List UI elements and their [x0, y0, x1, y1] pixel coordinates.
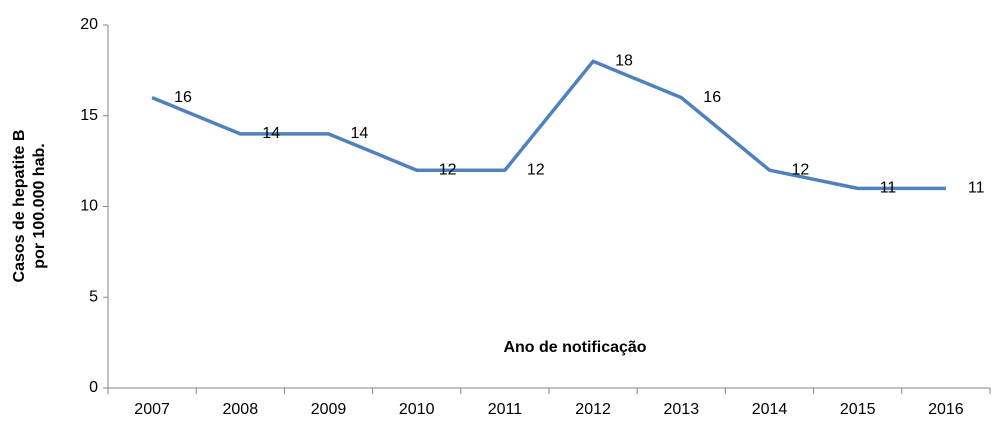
- x-axis-label: Ano de notificação: [503, 339, 646, 356]
- data-label: 16: [703, 89, 721, 106]
- x-tick-label: 2011: [488, 401, 523, 418]
- x-tick-label: 2007: [134, 401, 170, 418]
- x-tick-label: 2013: [664, 401, 700, 418]
- x-tick-label: 2015: [840, 401, 876, 418]
- data-label: 16: [174, 89, 192, 106]
- x-tick-label: 2016: [928, 401, 964, 418]
- x-tick-label: 2010: [399, 401, 435, 418]
- line: [151, 59, 946, 191]
- x-tick-label: 2014: [752, 401, 788, 418]
- y-tick-label: 15: [80, 107, 98, 124]
- y-tick-label: 10: [80, 198, 98, 215]
- data-label: 11: [880, 180, 897, 197]
- x-tick-label: 2009: [311, 401, 347, 418]
- data-label: 14: [351, 125, 369, 142]
- y-tick-label: 20: [80, 16, 98, 33]
- x-tick-label: 2012: [575, 401, 611, 418]
- data-label: 12: [439, 161, 457, 178]
- x-tick-label: 2008: [223, 401, 259, 418]
- y-axis-label-line: por 100.000 hab.: [31, 143, 48, 268]
- y-axis-label: Casos de hepatite B por 100.000 hab.: [11, 130, 48, 283]
- data-label: 11: [968, 180, 985, 197]
- y-axis-label-line: Casos de hepatite B: [11, 130, 28, 283]
- data-label: 14: [262, 125, 280, 142]
- y-tick-label: 0: [89, 379, 98, 396]
- data-label: 12: [792, 161, 810, 178]
- y-tick-label: 5: [89, 288, 98, 305]
- data-label: 12: [527, 161, 545, 178]
- data-label: 18: [615, 53, 633, 70]
